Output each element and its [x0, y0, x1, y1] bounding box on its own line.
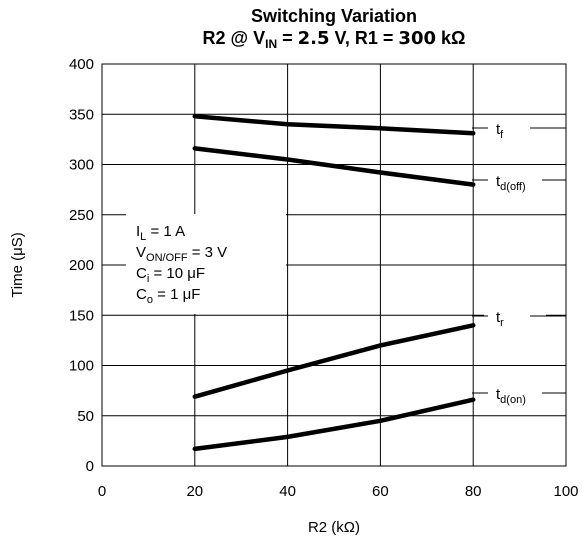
chart-title: Switching Variation: [250, 6, 418, 26]
condition-1-part-1: ON/OFF: [146, 252, 188, 264]
series-label-0-part-0: t: [496, 121, 501, 138]
y-tick-label-300: 300: [69, 157, 94, 174]
subtitle-prefix: R2 @ V: [202, 28, 266, 48]
x-tick-label-0: 0: [98, 483, 106, 500]
condition-3-part-0: C: [136, 286, 147, 303]
condition-0-part-1: L: [140, 231, 146, 243]
series-line-2: [192, 323, 476, 399]
series-line-0: [192, 114, 476, 136]
y-tick-label-250: 250: [69, 207, 94, 224]
y-axis-label: Time (μS): [9, 232, 26, 298]
condition-2-part-0: C: [136, 265, 147, 282]
series-line-1: [192, 146, 476, 187]
y-tick-label-400: 400: [69, 56, 94, 73]
x-tick-label-60: 60: [372, 483, 389, 500]
series-label-bg-3: [484, 380, 546, 410]
condition-3-part-1: o: [147, 294, 153, 306]
condition-1: VON/OFF = 3 V: [136, 244, 227, 264]
series-label-3-part-0: t: [496, 386, 501, 403]
conditions-box: [126, 214, 286, 314]
y-tick-label-150: 150: [69, 307, 94, 324]
y-tick-label-350: 350: [69, 106, 94, 123]
series-label-2-part-1: r: [500, 317, 504, 329]
y-tick-label-200: 200: [69, 257, 94, 274]
subtitle-mid: =: [277, 28, 298, 48]
series-label-0: tf: [496, 121, 504, 141]
x-tick-label-80: 80: [465, 483, 482, 500]
condition-2-part-1: i: [147, 273, 149, 285]
x-tick-label-20: 20: [186, 483, 203, 500]
x-tick-label-40: 40: [279, 483, 296, 500]
plot-frame: [101, 63, 567, 467]
condition-2: Ci = 10 μF: [136, 265, 205, 285]
subtitle-mid2: V, R1 =: [329, 28, 399, 48]
condition-0-part-2: = 1 A: [146, 223, 185, 240]
series-label-1-part-0: t: [496, 173, 501, 190]
x-tick-label-100: 100: [553, 483, 578, 500]
series-label-2: tr: [496, 309, 504, 329]
condition-3: Co = 1 μF: [136, 286, 200, 306]
y-tick-label-0: 0: [86, 458, 94, 475]
subtitle-vin-value: 2.5: [297, 28, 330, 49]
series-label-2-part-0: t: [496, 309, 501, 326]
subtitle-prefix-sub: IN: [265, 37, 278, 51]
series-label-bg-1: [484, 166, 546, 196]
series-line-3: [192, 397, 476, 452]
series-label-bg-2: [484, 308, 546, 332]
y-tick-label-100: 100: [69, 358, 94, 375]
y-tick-label-50: 50: [77, 408, 94, 425]
condition-2-part-2: = 10 μF: [149, 265, 205, 282]
series-label-1: td(off): [496, 173, 526, 193]
condition-0-part-0: I: [136, 223, 140, 240]
series-label-3-part-1: d(on): [500, 394, 526, 406]
condition-0: IL = 1 A: [136, 223, 185, 243]
chart-subtitle: R2 @ VIN = 2.5 V, R1 = 300 kΩ: [102, 28, 566, 51]
condition-1-part-2: = 3 V: [188, 244, 228, 261]
x-axis-label: R2 (kΩ): [308, 519, 360, 536]
condition-3-part-2: = 1 μF: [153, 286, 200, 303]
condition-1-part-0: V: [136, 244, 146, 261]
series-label-3: td(on): [496, 386, 526, 406]
series-label-1-part-1: d(off): [500, 181, 525, 193]
series-label-0-part-1: f: [500, 129, 504, 141]
subtitle-r1-value: 300: [398, 28, 436, 49]
subtitle-suffix: kΩ: [436, 28, 466, 48]
